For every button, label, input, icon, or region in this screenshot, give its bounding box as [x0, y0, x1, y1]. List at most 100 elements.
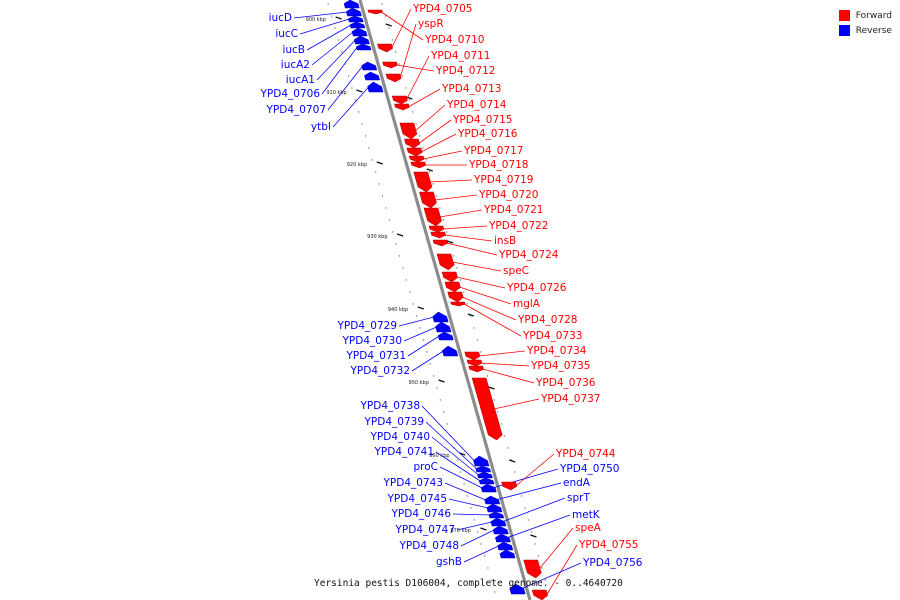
reverse-gene-arrow — [349, 21, 366, 29]
forward-gene-arrow — [419, 191, 437, 209]
guide-dot — [432, 375, 435, 377]
label-leader — [332, 86, 369, 128]
forward-gene-arrow — [382, 61, 398, 69]
forward-gene-arrow — [377, 43, 394, 53]
label-leader — [439, 209, 483, 218]
forward-gene-arrow — [399, 122, 418, 140]
gene-label: YPD4_0755 — [578, 539, 638, 551]
guide-dot — [388, 27, 390, 29]
gene-label: YPD4_0750 — [559, 463, 619, 475]
guide-dot — [477, 531, 479, 533]
reverse-gene-arrow — [442, 345, 459, 357]
forward-gene-arrow — [406, 147, 423, 157]
label-leader — [411, 350, 444, 372]
gene-label: yspR — [418, 18, 444, 30]
guide-dot — [507, 447, 509, 449]
gene-label: proC — [413, 461, 438, 473]
label-leader — [425, 421, 478, 470]
reverse-gene-arrow — [484, 495, 501, 505]
guide-dot — [490, 579, 493, 581]
guide-dot — [524, 507, 526, 509]
guide-dot — [456, 267, 458, 269]
guide-dot — [385, 207, 387, 209]
tick-mark — [376, 161, 383, 165]
legend: Forward Reverse — [838, 8, 892, 38]
guide-dot — [354, 99, 357, 101]
label-leader — [444, 234, 493, 242]
gene-label: YPD4_0730 — [342, 335, 402, 347]
label-leader — [493, 398, 540, 410]
label-leader — [448, 498, 489, 509]
gene-label: YPD4_0712 — [435, 65, 495, 77]
guide-dot — [436, 387, 438, 389]
label-leader — [403, 326, 437, 342]
guide-dot — [334, 27, 336, 29]
tick-mark — [396, 233, 404, 237]
guide-dot — [480, 351, 482, 353]
reverse-gene-arrow — [367, 81, 384, 93]
tick-mark — [356, 89, 363, 93]
forward-gene-arrow — [423, 207, 442, 227]
label-leader — [439, 466, 483, 489]
label-leader — [408, 88, 441, 108]
label-leader — [407, 335, 440, 357]
guide-dot — [402, 267, 404, 269]
tick-label: 910 kbp — [326, 90, 346, 96]
gene-label: mglA — [513, 298, 541, 310]
genome-backbone — [358, 0, 532, 600]
reverse-gene-arrow — [345, 7, 362, 17]
tick-mark — [385, 23, 392, 27]
gene-label: iucC — [275, 28, 298, 40]
guide-dot — [398, 255, 401, 257]
guide-dot — [405, 87, 407, 89]
guide-dot — [347, 75, 350, 77]
guide-dot — [368, 147, 370, 149]
forward-gene-arrow — [430, 231, 446, 239]
reverse-gene-arrow — [343, 0, 360, 9]
gene-label: iucA2 — [281, 59, 310, 71]
label-leader — [405, 55, 430, 101]
label-leader — [316, 39, 356, 81]
tick-mark — [467, 313, 475, 317]
label-leader — [501, 497, 566, 523]
label-leader — [482, 368, 535, 384]
label-leader — [459, 286, 512, 305]
forward-gene-arrow — [413, 171, 433, 193]
guide-dot — [456, 459, 459, 461]
guide-dot — [415, 315, 418, 317]
forward-gene-arrow — [523, 559, 542, 579]
reverse-gene-arrow — [492, 525, 509, 535]
reverse-swatch — [838, 25, 850, 36]
gene-features — [343, 0, 549, 600]
forward-gene-arrow — [404, 138, 421, 149]
label-leader — [434, 194, 478, 201]
guide-dot — [361, 123, 363, 125]
gene-label: ytbI — [311, 121, 331, 133]
gene-label: YPD4_0724 — [498, 249, 559, 261]
guide-dot — [422, 339, 425, 341]
label-leader — [520, 562, 582, 590]
tick-mark — [446, 240, 454, 244]
tick-label: 900 kbp — [306, 17, 326, 23]
gene-label: speC — [503, 265, 529, 277]
reverse-gene-arrow — [509, 583, 526, 595]
label-leader — [431, 436, 479, 476]
forward-gene-arrow — [501, 481, 518, 491]
gene-label: YPD4_0738 — [360, 400, 420, 412]
label-leader — [435, 451, 481, 482]
label-leader — [398, 316, 434, 327]
label-leader — [446, 242, 498, 256]
gene-label: YPD4_0743 — [383, 477, 443, 489]
label-leader — [442, 225, 488, 230]
guide-dot — [358, 111, 360, 113]
reverse-gene-arrow — [347, 15, 364, 23]
label-leader — [306, 24, 352, 51]
guide-dot — [531, 531, 533, 533]
guide-dot — [381, 195, 384, 197]
label-leader — [321, 46, 358, 95]
label-leader — [495, 482, 562, 501]
tick-mark — [508, 459, 516, 463]
guide-dot — [351, 87, 353, 89]
reverse-gene-arrow — [353, 35, 370, 45]
